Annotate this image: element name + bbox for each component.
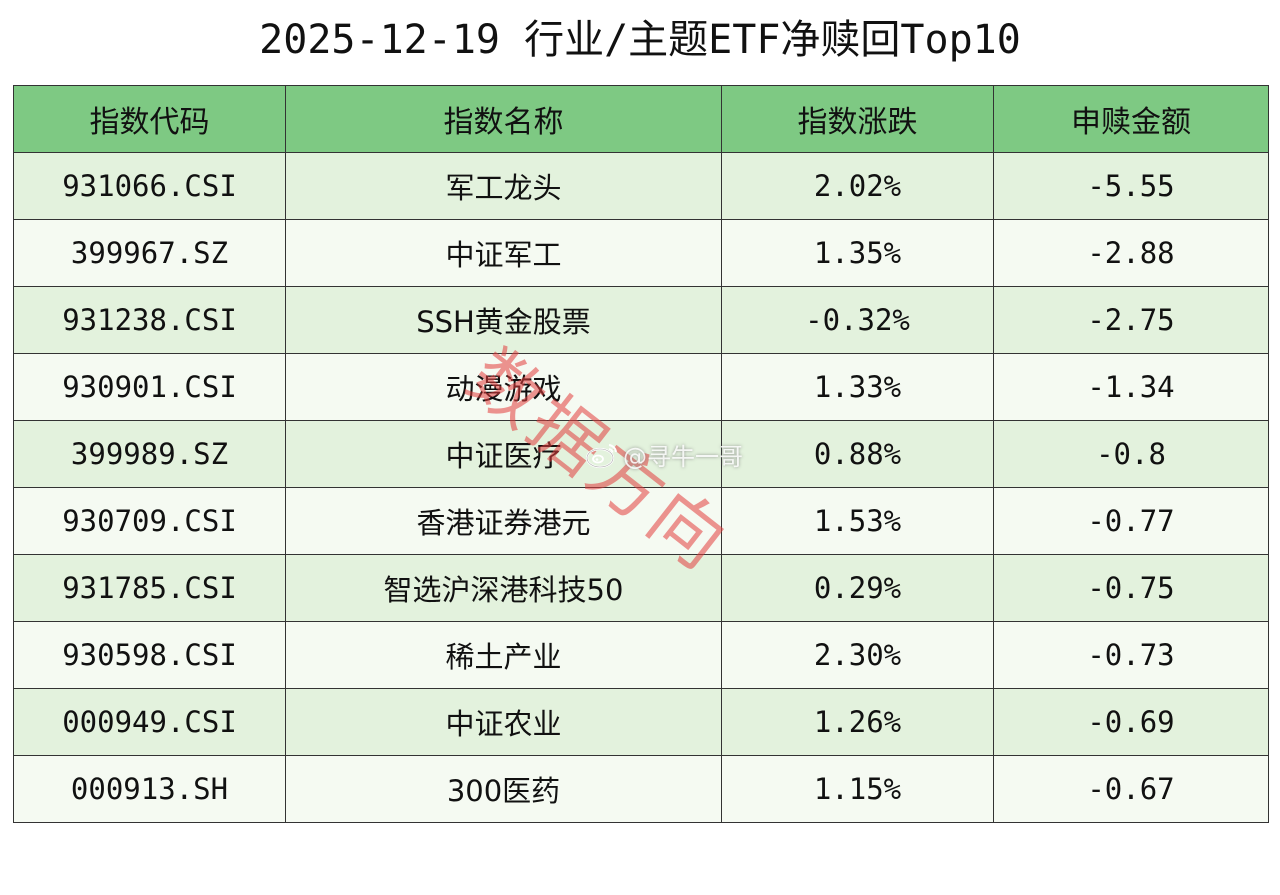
cell-index-name: 香港证券港元: [285, 487, 722, 555]
cell-index-change: 1.26%: [721, 688, 994, 756]
cell-index-change: 1.35%: [721, 219, 994, 287]
table-row: 930598.CSI 稀土产业 2.30% -0.73: [13, 621, 1269, 689]
cell-index-code: 930901.CSI: [13, 353, 286, 421]
table-row: 399967.SZ 中证军工 1.35% -2.88: [13, 219, 1269, 287]
etf-redemption-table: 指数代码 指数名称 指数涨跌 申赎金额 931066.CSI 军工龙头 2.02…: [13, 85, 1269, 823]
cell-index-name: 智选沪深港科技50: [285, 554, 722, 622]
cell-index-code: 000949.CSI: [13, 688, 286, 756]
cell-net-amount: -0.75: [993, 554, 1269, 622]
cell-index-name: 动漫游戏: [285, 353, 722, 421]
cell-index-change: 1.53%: [721, 487, 994, 555]
cell-index-code: 931066.CSI: [13, 152, 286, 220]
cell-index-name: 中证医疗: [285, 420, 722, 488]
header-net-amount: 申赎金额: [993, 85, 1269, 153]
cell-net-amount: -2.88: [993, 219, 1269, 287]
cell-index-name: SSH黄金股票: [285, 286, 722, 354]
cell-index-code: 931238.CSI: [13, 286, 286, 354]
cell-index-code: 930709.CSI: [13, 487, 286, 555]
table-row: 931238.CSI SSH黄金股票 -0.32% -2.75: [13, 286, 1269, 354]
page-title: 2025-12-19 行业/主题ETF净赎回Top10: [259, 17, 1021, 63]
cell-net-amount: -2.75: [993, 286, 1269, 354]
cell-index-change: 0.29%: [721, 554, 994, 622]
cell-index-change: 1.15%: [721, 755, 994, 823]
cell-net-amount: -0.69: [993, 688, 1269, 756]
header-index-change: 指数涨跌: [721, 85, 994, 153]
cell-net-amount: -0.77: [993, 487, 1269, 555]
cell-index-name: 300医药: [285, 755, 722, 823]
cell-index-name: 中证农业: [285, 688, 722, 756]
table-header-row: 指数代码 指数名称 指数涨跌 申赎金额: [13, 85, 1269, 153]
table-row: 399989.SZ 中证医疗 0.88% -0.8: [13, 420, 1269, 488]
table-row: 931066.CSI 军工龙头 2.02% -5.55: [13, 152, 1269, 220]
cell-net-amount: -0.8: [993, 420, 1269, 488]
cell-index-change: 2.30%: [721, 621, 994, 689]
table-row: 930709.CSI 香港证券港元 1.53% -0.77: [13, 487, 1269, 555]
cell-index-change: -0.32%: [721, 286, 994, 354]
cell-index-code: 000913.SH: [13, 755, 286, 823]
cell-index-code: 399967.SZ: [13, 219, 286, 287]
cell-index-code: 931785.CSI: [13, 554, 286, 622]
header-index-code: 指数代码: [13, 85, 286, 153]
header-index-name: 指数名称: [285, 85, 722, 153]
cell-net-amount: -0.67: [993, 755, 1269, 823]
cell-index-name: 军工龙头: [285, 152, 722, 220]
cell-index-name: 稀土产业: [285, 621, 722, 689]
table-row: 931785.CSI 智选沪深港科技50 0.29% -0.75: [13, 554, 1269, 622]
cell-index-code: 399989.SZ: [13, 420, 286, 488]
table-row: 930901.CSI 动漫游戏 1.33% -1.34: [13, 353, 1269, 421]
table-row: 000949.CSI 中证农业 1.26% -0.69: [13, 688, 1269, 756]
cell-index-change: 2.02%: [721, 152, 994, 220]
cell-index-name: 中证军工: [285, 219, 722, 287]
cell-index-change: 0.88%: [721, 420, 994, 488]
cell-index-code: 930598.CSI: [13, 621, 286, 689]
table-row: 000913.SH 300医药 1.15% -0.67: [13, 755, 1269, 823]
cell-net-amount: -0.73: [993, 621, 1269, 689]
cell-net-amount: -5.55: [993, 152, 1269, 220]
cell-index-change: 1.33%: [721, 353, 994, 421]
cell-net-amount: -1.34: [993, 353, 1269, 421]
